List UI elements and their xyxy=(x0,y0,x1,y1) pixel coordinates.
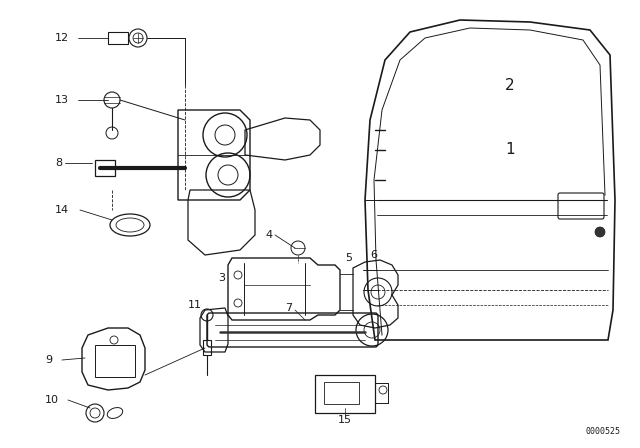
Text: 13: 13 xyxy=(55,95,69,105)
Text: 5: 5 xyxy=(345,253,352,263)
Text: 3: 3 xyxy=(218,273,225,283)
Text: 15: 15 xyxy=(338,415,352,425)
Text: 12: 12 xyxy=(55,33,69,43)
Text: 14: 14 xyxy=(55,205,69,215)
Text: 10: 10 xyxy=(45,395,59,405)
Text: 4: 4 xyxy=(265,230,272,240)
Text: 11: 11 xyxy=(188,300,202,310)
Text: 1: 1 xyxy=(505,142,515,158)
Text: 9: 9 xyxy=(45,355,52,365)
Circle shape xyxy=(595,227,605,237)
Text: 2: 2 xyxy=(505,78,515,92)
Text: 0000525: 0000525 xyxy=(585,427,620,436)
Text: 6: 6 xyxy=(370,250,377,260)
Text: 7: 7 xyxy=(285,303,292,313)
Text: 8: 8 xyxy=(55,158,62,168)
